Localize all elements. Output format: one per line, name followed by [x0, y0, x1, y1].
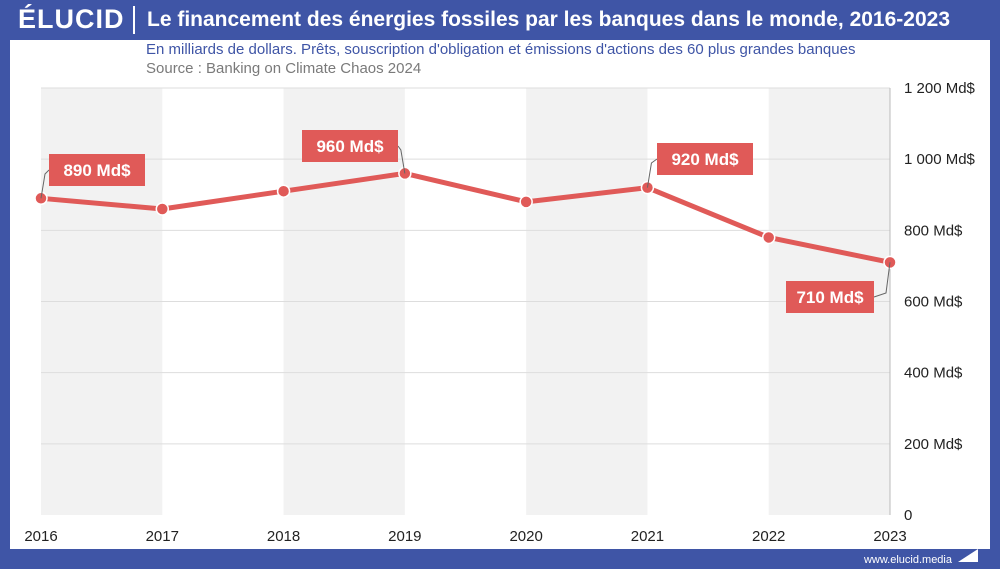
- x-tick-label: 2022: [752, 528, 785, 545]
- x-tick-label: 2017: [146, 528, 179, 545]
- annotation-box: [302, 130, 398, 162]
- x-tick-label: 2020: [509, 528, 542, 545]
- annotation-box: [49, 154, 145, 186]
- y-tick-label: 200 Md$: [904, 436, 963, 453]
- y-tick-label: 0: [904, 507, 912, 524]
- annotation-label: 710 Md$: [796, 288, 864, 307]
- x-tick-label: 2019: [388, 528, 421, 545]
- annotation-label: 920 Md$: [671, 150, 739, 169]
- footer-arrow-icon: [958, 549, 978, 562]
- annotation-box: [786, 281, 874, 313]
- x-tick-label: 2018: [267, 528, 300, 545]
- brand-logo: ÉLUCID: [18, 4, 125, 34]
- series-line: [38, 170, 893, 265]
- y-tick-label: 800 Md$: [904, 222, 963, 239]
- annotation-label: 960 Md$: [316, 137, 384, 156]
- x-tick-label: 2023: [873, 528, 906, 545]
- footer-url: www.elucid.media: [863, 554, 952, 566]
- y-tick-label: 600 Md$: [904, 294, 963, 311]
- annotation-leader: [40, 169, 50, 199]
- x-tick-label: 2021: [631, 528, 664, 545]
- chart-subtitle: En milliards de dollars. Prêts, souscrip…: [146, 41, 856, 58]
- y-tick-label: 1 200 Md$: [904, 80, 976, 97]
- header-divider: [133, 6, 135, 34]
- chart-source: Source : Banking on Climate Chaos 2024: [146, 60, 422, 77]
- y-tick-label: 400 Md$: [904, 365, 963, 382]
- header-bar: ÉLUCID Le financement des énergies fossi…: [0, 0, 1000, 40]
- annotation-leader: [873, 262, 891, 298]
- annotation-leader: [646, 158, 658, 188]
- annotation-label: 890 Md$: [63, 161, 131, 180]
- y-tick-label: 1 000 Md$: [904, 151, 976, 168]
- data-point: [761, 230, 776, 245]
- x-tick-label: 2016: [24, 528, 57, 545]
- data-point: [276, 184, 291, 198]
- annotation-leader: [397, 145, 406, 174]
- annotation-box: [657, 143, 753, 175]
- chart-title: Le financement des énergies fossiles par…: [147, 8, 950, 31]
- data-point: [155, 202, 170, 216]
- data-point: [519, 195, 533, 209]
